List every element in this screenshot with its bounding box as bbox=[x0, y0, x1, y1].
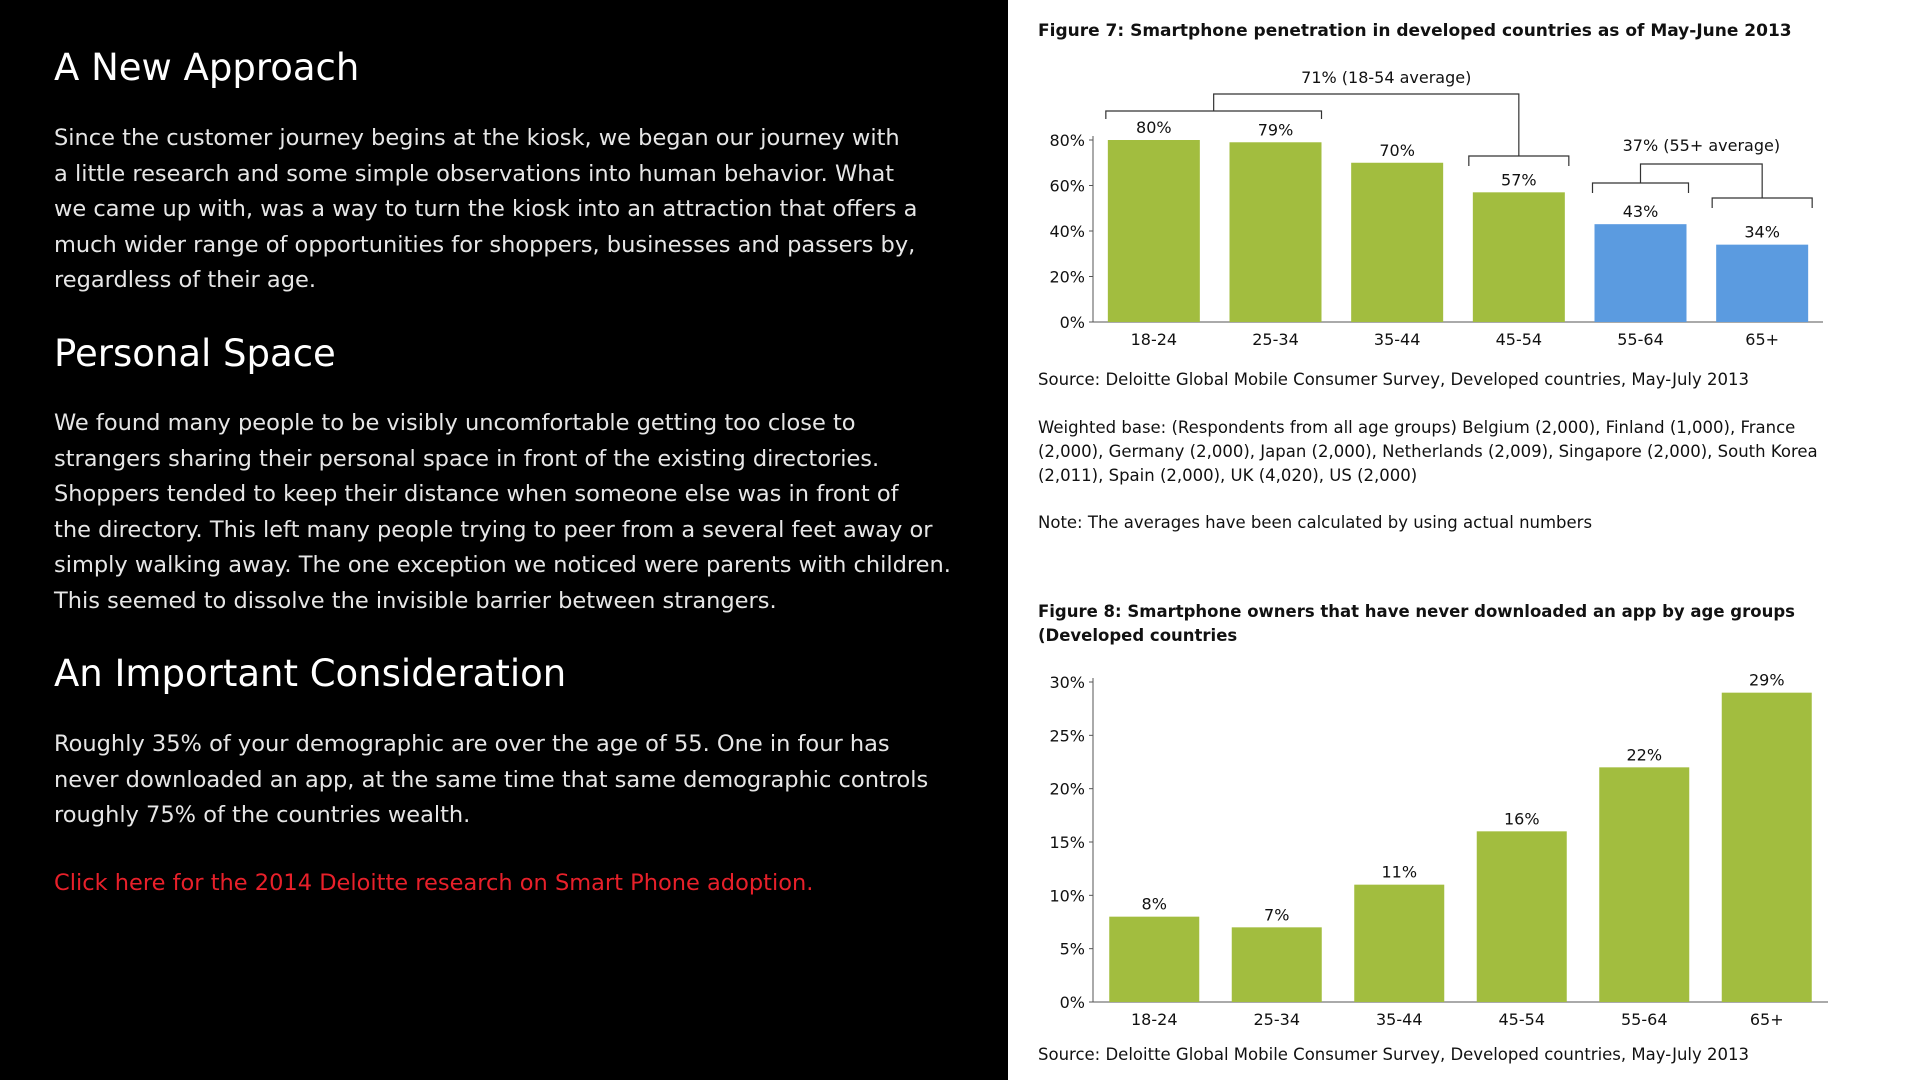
fig8-x-tick-label: 25-34 bbox=[1254, 1010, 1301, 1029]
figure-8-chart: 0% 5% 10% 15% 20% 25% 30% 8% 18-24 7% 25-34 11% 35-4… bbox=[1049, 671, 1828, 1029]
fig7-x-tick-label: 55-64 bbox=[1617, 330, 1664, 349]
fig8-bar-25-34 bbox=[1231, 927, 1322, 1002]
body-line: never downloaded an app, at the same tim… bbox=[54, 766, 929, 793]
fig8-bar-55-64 bbox=[1599, 767, 1690, 1002]
figure-8-title-line: (Developed countries bbox=[1038, 626, 1238, 645]
fig7-value-label: 80% bbox=[1136, 118, 1172, 137]
fig7-value-label: 70% bbox=[1379, 141, 1415, 160]
weighted-base-line: Weighted base: (Respondents from all age… bbox=[1038, 418, 1796, 437]
figure-8-title-line: Figure 8: Smartphone owners that have ne… bbox=[1038, 602, 1795, 621]
fig8-value-label: 7% bbox=[1264, 905, 1289, 924]
section-body-personal-space: We found many people to be visibly uncom… bbox=[54, 406, 954, 619]
fig8-y-tick-label: 0% bbox=[1060, 993, 1085, 1012]
fig8-value-label: 29% bbox=[1749, 671, 1785, 690]
weighted-base-line: (2,011), Spain (2,000), UK (4,020), US (… bbox=[1038, 466, 1418, 485]
section-title-personal-space: Personal Space bbox=[54, 332, 336, 375]
fig7-y-tick-label: 80% bbox=[1049, 131, 1085, 150]
figure-7-source: Source: Deloitte Global Mobile Consumer … bbox=[1038, 370, 1749, 389]
fig7-bar-18-24 bbox=[1107, 140, 1200, 322]
section-title-new-approach: A New Approach bbox=[54, 46, 360, 89]
body-line: we came up with, was a way to turn the k… bbox=[54, 196, 918, 222]
fig7-avg-bracket-right bbox=[1468, 155, 1570, 166]
body-line: much wider range of opportunities for sh… bbox=[54, 231, 916, 258]
fig8-bar-35-44 bbox=[1354, 884, 1445, 1002]
fig8-y-tick-label: 5% bbox=[1060, 940, 1085, 959]
body-line: Since the customer journey begins at the… bbox=[54, 125, 900, 151]
section-title-important-consideration: An Important Consideration bbox=[54, 652, 567, 695]
fig8-value-label: 16% bbox=[1504, 809, 1540, 828]
fig8-x-tick-label: 18-24 bbox=[1131, 1010, 1178, 1029]
right-charts-panel: Figure 7: Smartphone penetration in deve… bbox=[1008, 0, 1920, 1080]
fig7-avg-label-55plus: 37% (55+ average) bbox=[1623, 136, 1780, 155]
fig7-avg-connector bbox=[1213, 93, 1520, 156]
fig8-value-label: 8% bbox=[1142, 895, 1167, 914]
fig7-avg55-bracket-left bbox=[1591, 182, 1690, 193]
fig8-y-tick-label: 10% bbox=[1049, 886, 1085, 905]
body-line: This seemed to dissolve the invisible ba… bbox=[54, 587, 777, 614]
fig7-avg55-bracket-right bbox=[1711, 197, 1813, 208]
fig8-x-tick-label: 35-44 bbox=[1376, 1010, 1423, 1029]
deloitte-research-link[interactable]: Click here for the 2014 Deloitte researc… bbox=[54, 870, 814, 896]
body-line: simply walking away. The one exception w… bbox=[54, 552, 951, 578]
fig7-bar-55-64 bbox=[1594, 224, 1687, 322]
fig7-bar-35-44 bbox=[1351, 162, 1444, 322]
figure-7-title: Figure 7: Smartphone penetration in deve… bbox=[1038, 21, 1792, 41]
fig8-x-tick-label: 65+ bbox=[1750, 1010, 1784, 1029]
section-body-important-consideration: Roughly 35% of your demographic are over… bbox=[54, 727, 954, 834]
body-line: roughly 75% of the countries wealth. bbox=[54, 802, 471, 828]
fig7-x-tick-label: 35-44 bbox=[1374, 330, 1421, 349]
body-line: a little research and some simple observ… bbox=[54, 160, 895, 187]
fig7-bar-25-34 bbox=[1229, 142, 1322, 322]
fig8-bar-45-54 bbox=[1476, 831, 1567, 1002]
fig7-y-tick-label: 20% bbox=[1049, 268, 1085, 287]
body-line: Roughly 35% of your demographic are over… bbox=[54, 731, 890, 757]
fig7-avg-label-18-54: 71% (18-54 average) bbox=[1301, 68, 1471, 87]
fig7-value-label: 79% bbox=[1258, 120, 1294, 139]
figure-7-chart: Figure 7: Smartphone penetration in deve… bbox=[1038, 21, 1823, 349]
fig8-y-tick-label: 20% bbox=[1049, 780, 1085, 799]
body-line: regardless of their age. bbox=[54, 267, 316, 293]
fig8-y-tick-label: 15% bbox=[1049, 833, 1085, 852]
weighted-base-note: Weighted base: (Respondents from all age… bbox=[1038, 416, 1898, 488]
fig7-value-label: 34% bbox=[1744, 223, 1780, 242]
weighted-base-line: (2,000), Germany (2,000), Japan (2,000),… bbox=[1038, 442, 1818, 461]
fig7-y-tick-label: 60% bbox=[1049, 177, 1085, 196]
fig7-bar-65+ bbox=[1716, 244, 1809, 322]
body-line: We found many people to be visibly uncom… bbox=[54, 410, 856, 436]
figure-8-title: Figure 8: Smartphone owners that have ne… bbox=[1038, 600, 1898, 648]
fig8-y-tick-label: 30% bbox=[1049, 673, 1085, 692]
fig7-bar-45-54 bbox=[1472, 192, 1565, 322]
fig7-x-tick-label: 25-34 bbox=[1252, 330, 1299, 349]
fig8-x-tick-label: 45-54 bbox=[1499, 1010, 1546, 1029]
body-line: strangers sharing their personal space i… bbox=[54, 445, 880, 472]
fig8-bar-18-24 bbox=[1109, 916, 1200, 1002]
fig7-x-tick-label: 45-54 bbox=[1496, 330, 1543, 349]
body-line: the directory. This left many people try… bbox=[54, 516, 933, 543]
fig8-value-label: 22% bbox=[1626, 745, 1662, 764]
section-body-new-approach: Since the customer journey begins at the… bbox=[54, 121, 954, 299]
fig7-value-label: 57% bbox=[1501, 170, 1537, 189]
fig7-value-label: 43% bbox=[1623, 202, 1659, 221]
fig7-avg55-connector bbox=[1639, 163, 1763, 198]
body-line: Shoppers tended to keep their distance w… bbox=[54, 481, 899, 507]
fig8-bar-65+ bbox=[1721, 692, 1812, 1002]
fig8-x-tick-label: 55-64 bbox=[1621, 1010, 1668, 1029]
fig8-y-tick-label: 25% bbox=[1049, 726, 1085, 745]
fig7-y-tick-label: 40% bbox=[1049, 222, 1085, 241]
fig7-x-tick-label: 65+ bbox=[1745, 330, 1779, 349]
averages-note: Note: The averages have been calculated … bbox=[1038, 513, 1593, 532]
fig7-y-tick-label: 0% bbox=[1060, 313, 1085, 332]
fig8-value-label: 11% bbox=[1381, 863, 1417, 882]
fig7-x-tick-label: 18-24 bbox=[1131, 330, 1178, 349]
left-text-panel: A New Approach Since the customer journe… bbox=[54, 46, 954, 896]
figure-8-source: Source: Deloitte Global Mobile Consumer … bbox=[1038, 1045, 1749, 1064]
